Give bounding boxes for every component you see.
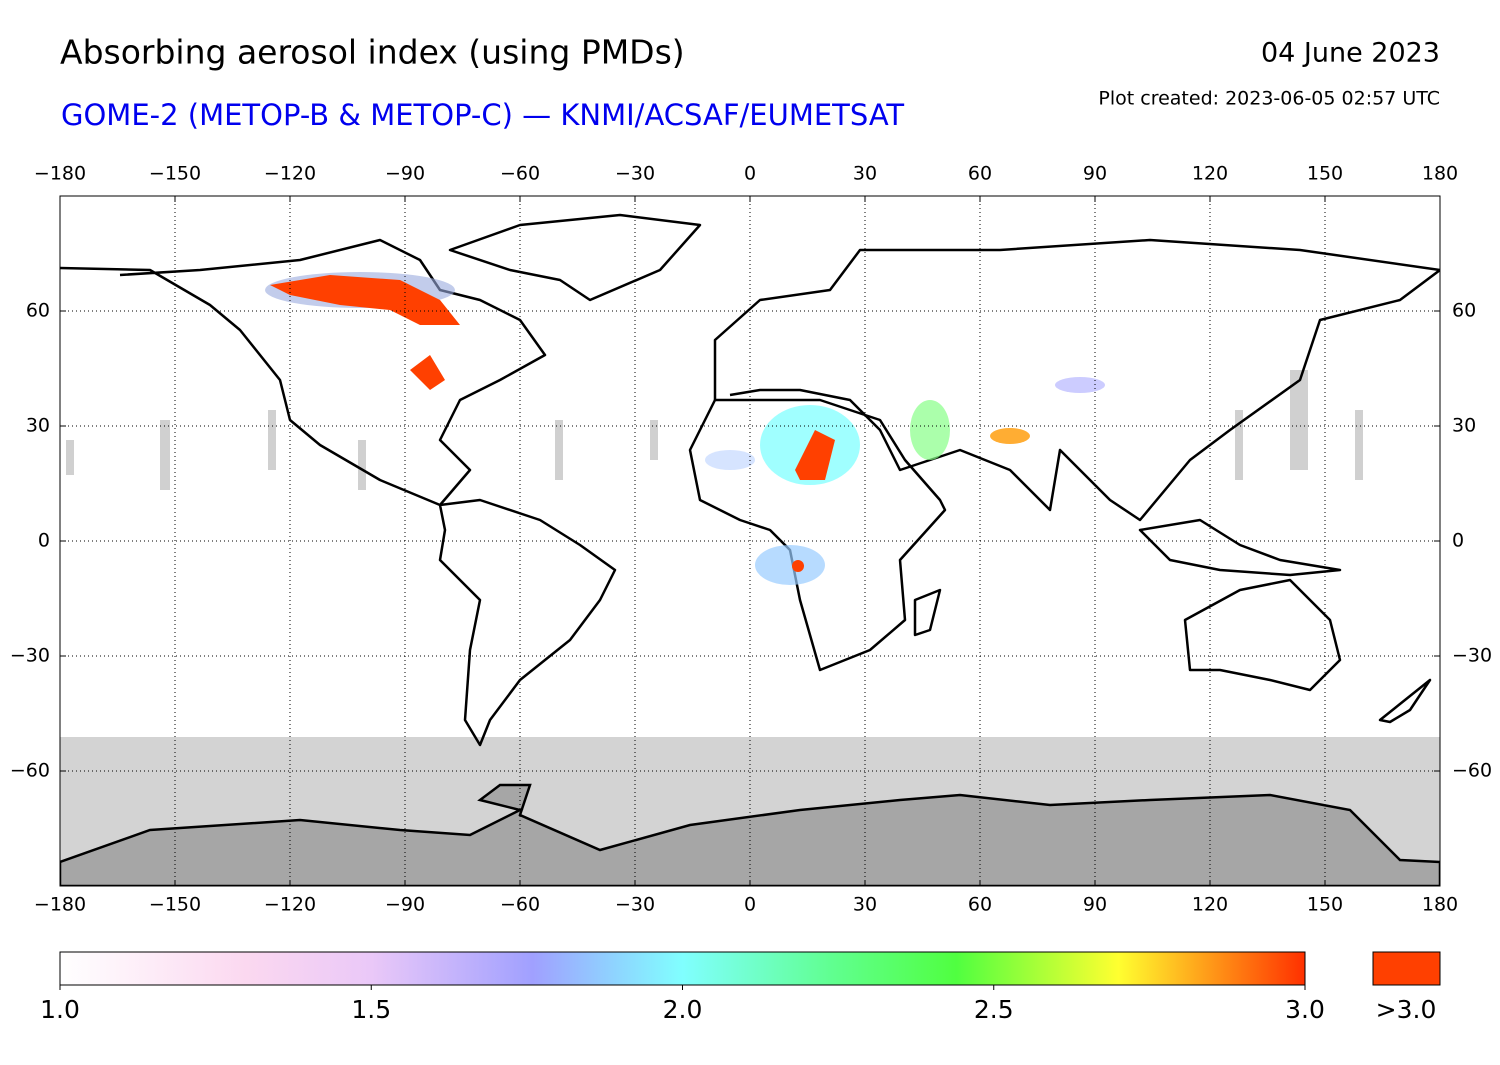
- x-tick-label: −180: [34, 163, 86, 185]
- y-tick-label: 30: [26, 415, 50, 437]
- x-tick-label: −150: [149, 894, 201, 916]
- x-tick-label: 0: [744, 163, 756, 185]
- x-tick-label: −90: [385, 163, 425, 185]
- x-tick-label: 60: [968, 894, 992, 916]
- y-tick-label: 0: [38, 530, 50, 552]
- x-tick-label: 120: [1192, 163, 1228, 185]
- colorbar-tick-label: 1.0: [40, 995, 80, 1024]
- x-tick-label: 60: [968, 163, 992, 185]
- y-tick-label: 60: [1452, 300, 1476, 322]
- x-tick-label: 150: [1307, 163, 1343, 185]
- swath-gaps: [66, 370, 1363, 490]
- y-tick-label: −30: [1452, 645, 1492, 667]
- x-tick-label: 0: [744, 894, 756, 916]
- x-tick-label: 30: [853, 894, 877, 916]
- map-frame: [59, 195, 1441, 887]
- colorbar-tick-label: 2.0: [663, 995, 703, 1024]
- x-tick-label: −60: [500, 894, 540, 916]
- x-tick-label: −30: [615, 894, 655, 916]
- x-tick-label: −150: [149, 163, 201, 185]
- y-tick-label: 0: [1452, 530, 1464, 552]
- x-tick-label: 180: [1422, 163, 1458, 185]
- x-tick-label: −120: [264, 894, 316, 916]
- overflow-label: >3.0: [1376, 995, 1437, 1024]
- x-tick-label: 150: [1307, 894, 1343, 916]
- x-tick-label: −180: [34, 894, 86, 916]
- subtitle: GOME-2 (METOP-B & METOP-C) — KNMI/ACSAF/…: [61, 98, 904, 132]
- x-tick-label: −60: [500, 163, 540, 185]
- coastlines: [60, 213, 1440, 747]
- x-tick-label: 90: [1083, 894, 1107, 916]
- y-tick-label: 30: [1452, 415, 1476, 437]
- x-tick-label: −120: [264, 163, 316, 185]
- colorbar: [59, 951, 1306, 986]
- date: 04 June 2023: [1261, 38, 1440, 69]
- x-tick-label: 180: [1422, 894, 1458, 916]
- title: Absorbing aerosol index (using PMDs): [60, 33, 685, 72]
- y-tick-label: −60: [1452, 760, 1492, 782]
- y-tick-label: 60: [26, 300, 50, 322]
- x-tick-label: −30: [615, 163, 655, 185]
- x-tick-label: 30: [853, 163, 877, 185]
- y-tick-label: −60: [10, 760, 50, 782]
- x-tick-label: −90: [385, 894, 425, 916]
- colorbar-tick-label: 3.0: [1285, 995, 1325, 1024]
- colorbar-tick-label: 1.5: [351, 995, 391, 1024]
- colorbar-overflow: [1372, 951, 1441, 986]
- plot-created: Plot created: 2023-06-05 02:57 UTC: [1098, 88, 1440, 110]
- y-tick-label: −30: [10, 645, 50, 667]
- colorbar-tick-label: 2.5: [974, 995, 1014, 1024]
- aerosol-plumes: [265, 272, 1105, 585]
- x-tick-label: 90: [1083, 163, 1107, 185]
- x-tick-label: 120: [1192, 894, 1228, 916]
